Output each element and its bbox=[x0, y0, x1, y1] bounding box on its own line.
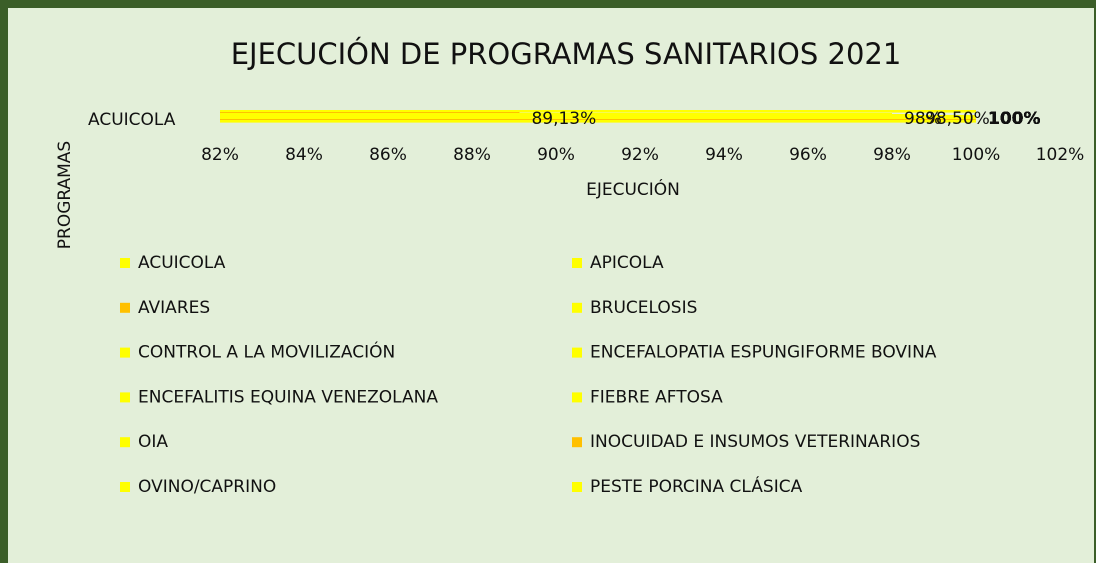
legend-label: INOCUIDAD E INSUMOS VETERINARIOS bbox=[590, 432, 920, 452]
legend-swatch bbox=[120, 482, 130, 492]
legend-label: AVIARES bbox=[138, 298, 210, 318]
bar bbox=[220, 116, 976, 118]
data-label: 100% bbox=[988, 109, 1041, 129]
data-label: 100% bbox=[988, 109, 1041, 129]
x-tick-label: 90% bbox=[537, 145, 575, 165]
legend-swatch bbox=[572, 482, 582, 492]
bar bbox=[220, 121, 976, 123]
bar bbox=[220, 117, 976, 119]
legend-swatch bbox=[120, 437, 130, 448]
legend-label: BRUCELOSIS bbox=[590, 298, 697, 318]
legend-swatch bbox=[572, 392, 582, 403]
legend-label: FIEBRE AFTOSA bbox=[590, 387, 723, 407]
bar bbox=[220, 118, 976, 120]
x-tick-label: 98% bbox=[873, 145, 911, 165]
data-label: 100% bbox=[988, 109, 1041, 129]
legend-label: ENCEFALOPATIA ESPUNGIFORME BOVINA bbox=[590, 343, 937, 363]
x-tick-label: 92% bbox=[621, 145, 659, 165]
x-tick-label: 94% bbox=[705, 145, 743, 165]
bar bbox=[220, 115, 976, 117]
x-tick-label: 88% bbox=[453, 145, 491, 165]
data-label: 98% bbox=[904, 109, 942, 129]
x-tick-label: 86% bbox=[369, 145, 407, 165]
bar bbox=[220, 112, 520, 114]
legend-swatch bbox=[120, 392, 130, 403]
legend-swatch bbox=[572, 347, 582, 358]
legend-label: ACUICOLA bbox=[138, 253, 226, 273]
x-tick-label: 82% bbox=[201, 145, 239, 165]
x-tick-label: 100% bbox=[952, 145, 1001, 165]
legend-label: CONTROL A LA MOVILIZACIÓN bbox=[138, 341, 395, 363]
legend-label: PESTE PORCINA CLÁSICA bbox=[590, 475, 803, 497]
legend-swatch bbox=[572, 302, 582, 313]
y-tick-label: ACUICOLA bbox=[88, 110, 176, 130]
data-label: 89,13% bbox=[531, 109, 596, 129]
x-tick-label: 102% bbox=[1036, 145, 1085, 165]
legend-swatch bbox=[120, 258, 130, 268]
legend-swatch bbox=[572, 437, 582, 448]
data-label: 100% bbox=[988, 109, 1041, 129]
bar bbox=[220, 120, 976, 122]
data-label: 100% bbox=[988, 109, 1041, 129]
x-tick-label: 84% bbox=[285, 145, 323, 165]
legend-label: APICOLA bbox=[590, 253, 664, 273]
data-label: 100% bbox=[988, 109, 1041, 129]
legend-label: OVINO/CAPRINO bbox=[138, 477, 276, 497]
legend-label: ENCEFALITIS EQUINA VENEZOLANA bbox=[138, 387, 438, 407]
x-tick-label: 96% bbox=[789, 145, 827, 165]
data-label: 98,50% bbox=[925, 109, 990, 129]
x-axis-title: EJECUCIÓN bbox=[586, 178, 680, 200]
legend-swatch bbox=[572, 258, 582, 268]
y-axis-title: PROGRAMAS bbox=[55, 141, 75, 249]
data-label: 100% bbox=[988, 109, 1041, 129]
legend-swatch bbox=[120, 347, 130, 358]
data-label: 100% bbox=[988, 109, 1041, 129]
legend-swatch bbox=[120, 302, 130, 313]
data-label: 100% bbox=[988, 109, 1041, 129]
bar bbox=[220, 110, 976, 112]
bar bbox=[220, 114, 913, 116]
bar bbox=[220, 111, 976, 113]
chart-title: EJECUCIÓN DE PROGRAMAS SANITARIOS 2021 bbox=[231, 37, 902, 71]
legend-label: OIA bbox=[138, 432, 168, 452]
bar bbox=[220, 113, 892, 115]
bar bbox=[220, 119, 976, 121]
